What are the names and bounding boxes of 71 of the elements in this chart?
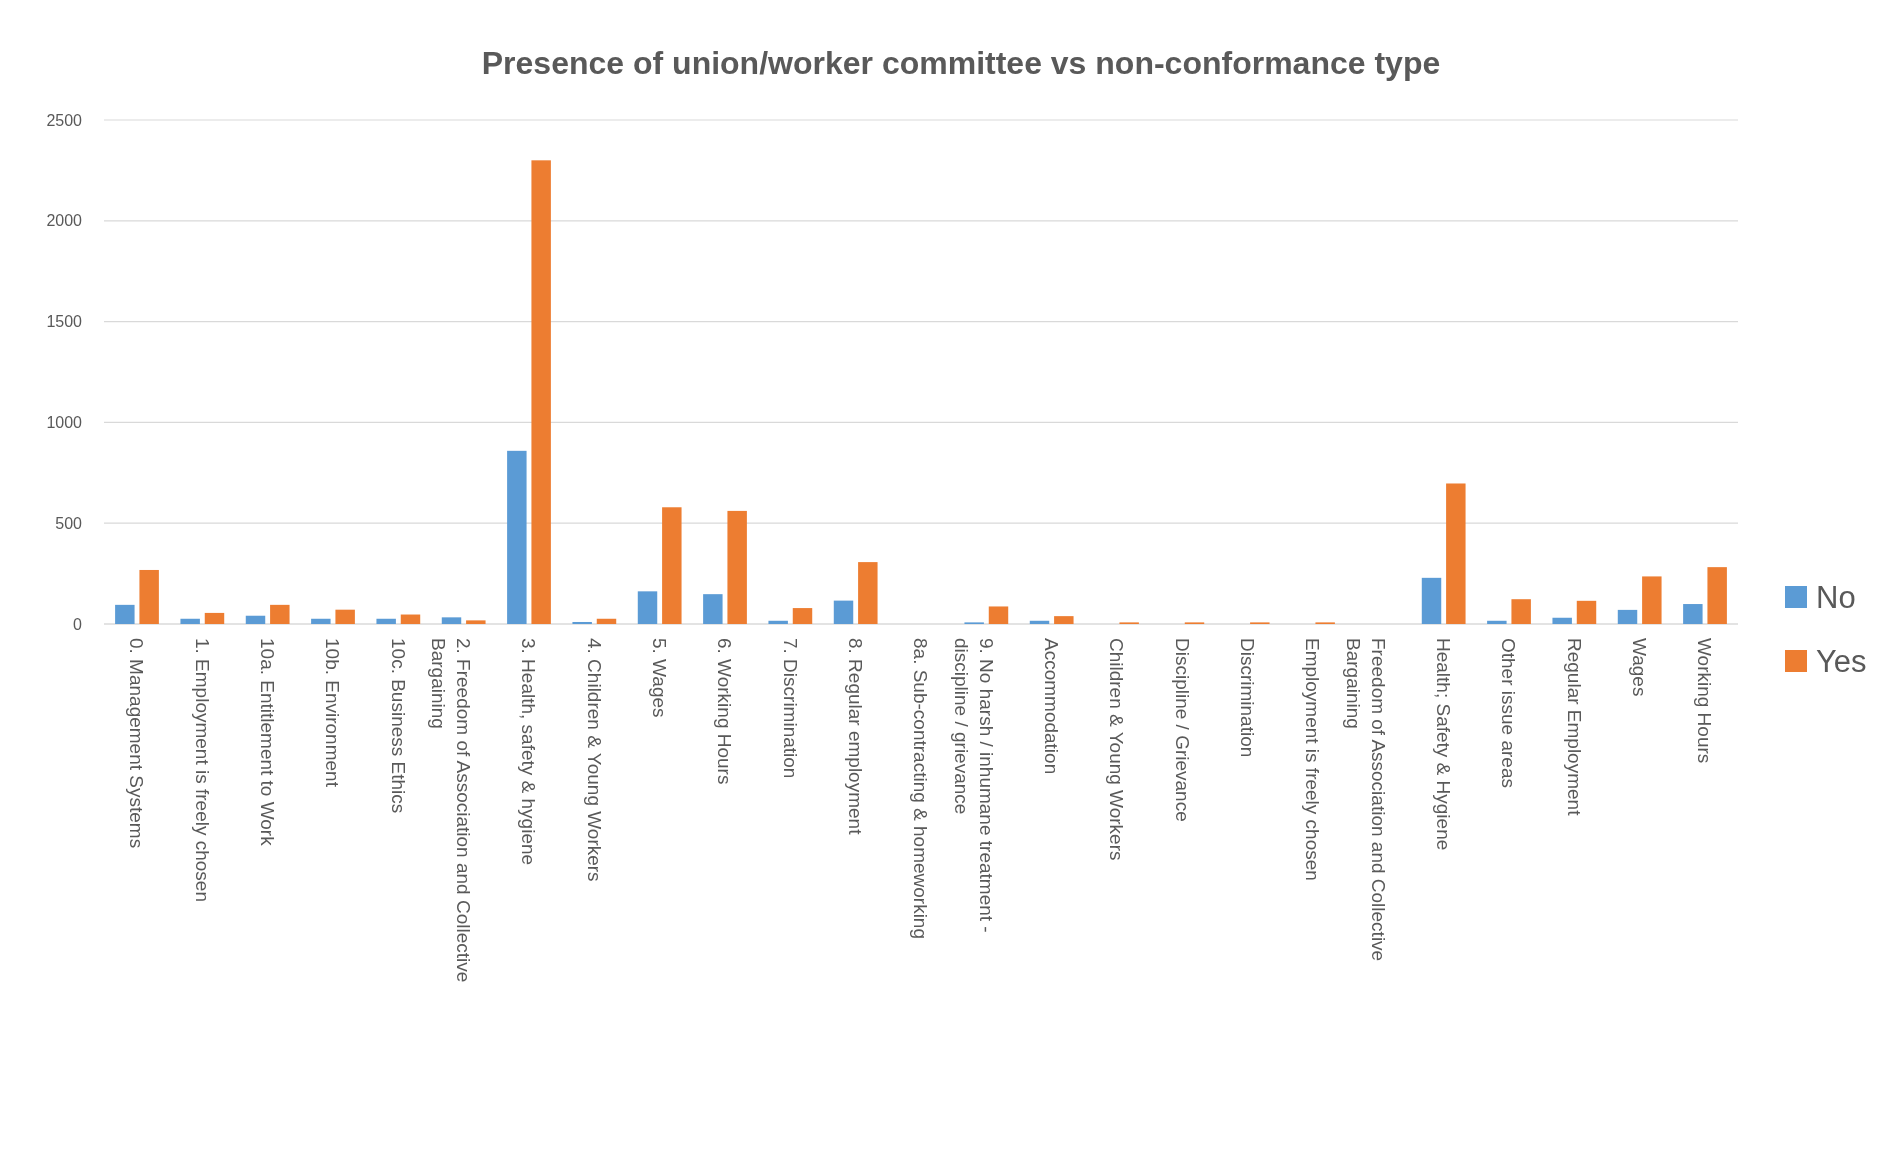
x-tick-label: 7. Discrimination (779, 638, 801, 779)
bar (1642, 576, 1662, 624)
y-tick-label: 500 (55, 514, 83, 532)
x-tick-label: Children & Young Workers (1106, 638, 1128, 861)
x-tick-label: 3. Health, safety & hygiene (518, 638, 540, 866)
bar (400, 614, 421, 624)
bar (531, 160, 551, 624)
x-tick-label: Discrimination (1237, 638, 1259, 758)
bar (441, 617, 462, 624)
bar (1576, 600, 1597, 624)
bar (1617, 609, 1638, 624)
bar (270, 604, 290, 624)
bar (1707, 567, 1727, 624)
bar (1683, 604, 1703, 624)
bar (833, 600, 854, 624)
bar (204, 612, 225, 624)
legend-label: Yes (1816, 643, 1867, 679)
x-tick-label: Working Hours (1694, 638, 1716, 764)
bar (376, 618, 396, 624)
chart-title: Presence of union/worker committee vs non-conformance type (481, 45, 1441, 81)
x-tick-label: 5. Wages (649, 638, 671, 718)
x-tick-label: 6. Working Hours (714, 638, 736, 785)
bar (115, 604, 135, 624)
legend-label: No (1816, 579, 1856, 615)
x-tick-label: 10a. Entitlement to Work (257, 638, 279, 847)
bar (768, 620, 788, 624)
x-tick-label: Health; Safety & Hygiene (1433, 638, 1455, 851)
bar (1511, 599, 1531, 624)
y-tick-label: 1500 (46, 313, 83, 331)
y-tick-label: 0 (73, 615, 83, 633)
bar (1054, 616, 1074, 624)
x-tick-label: 4. Children & Young Workers (583, 638, 605, 882)
x-tick-label: 8. Regular employment (845, 638, 867, 836)
bar (311, 618, 331, 624)
x-tick-label: 10c. Business Ethics (387, 638, 409, 814)
bar (1446, 483, 1466, 624)
bar (466, 620, 486, 624)
x-tick-label: Accommodation (1041, 638, 1063, 775)
x-tick-label: 10b. Environment (322, 638, 344, 788)
bar (139, 569, 159, 624)
x-tick-label: Employment is freely chosen (1302, 638, 1324, 881)
bar (1029, 620, 1050, 624)
bar (858, 562, 878, 624)
x-tick-label: 9. No harsh / inhumane treatment - discipline / grievance (950, 638, 997, 933)
bar (988, 606, 1009, 624)
y-tick-label: 2500 (46, 111, 83, 129)
x-tick-label: 2. Freedom of Association and Collective Bargaining (428, 638, 475, 983)
x-tick-label: Freedom of Association and Collective Bargaining (1342, 638, 1389, 962)
x-tick-label: 0. Management Systems (126, 638, 148, 849)
bar (637, 591, 658, 624)
y-tick-label: 1000 (46, 414, 83, 431)
y-tick-label: 2000 (46, 212, 83, 230)
bar (1552, 617, 1572, 624)
bar (507, 450, 527, 624)
bar (662, 507, 682, 624)
bar (1487, 620, 1507, 624)
bar (1421, 577, 1442, 624)
bar (596, 618, 617, 624)
x-tick-label: 1. Employment is freely chosen (191, 638, 213, 903)
x-tick-label: 8a. Sub-contracting & homeworking (910, 638, 932, 939)
bar (335, 609, 355, 624)
bar (572, 621, 592, 624)
bar (727, 510, 747, 624)
x-tick-label: Wages (1629, 638, 1651, 697)
bar (245, 615, 266, 624)
x-tick-label: Other issue areas (1498, 638, 1520, 788)
bar (792, 608, 813, 624)
bar (180, 618, 200, 624)
x-tick-label: Discipline / Grievance (1171, 638, 1193, 822)
x-tick-label: Regular Employment (1563, 638, 1585, 817)
bar (703, 594, 723, 624)
